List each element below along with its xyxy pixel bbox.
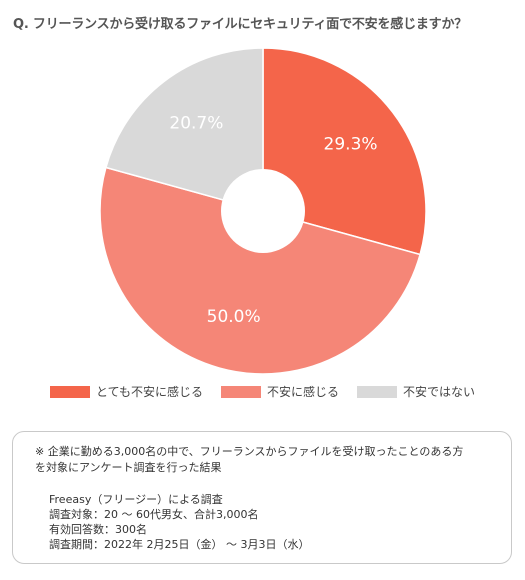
slice-very-anxious-value-label: 29.3%: [324, 134, 378, 154]
legend-swatch: [357, 385, 398, 398]
survey-valid-responses: 有効回答数：300名: [49, 523, 147, 536]
survey-note-box: ※ 企業に勤める3,000名の中で、フリーランスからファイルを受け取ったことのあ…: [12, 431, 512, 564]
survey-period: 調査期間：2022年 2月25日（金） 〜 3月3日（水）: [49, 538, 310, 551]
donut-hole: [221, 169, 305, 253]
legend-swatch: [49, 385, 90, 398]
chart-labels: 29.3% 50.0% 20.7%: [169, 113, 377, 327]
legend-swatch: [221, 385, 261, 398]
slice-anxious: [99, 166, 422, 375]
note-line-1: ※ 企業に勤める3,000名の中で、フリーランスからファイルを受け取ったことのあ…: [35, 445, 464, 458]
legend-item-not-anxious: 不安ではない: [357, 383, 475, 400]
legend-label: 不安ではない: [403, 385, 476, 399]
note-line-2: を対象にアンケート調査を行った結果: [35, 461, 222, 474]
slice-not-anxious: [104, 47, 264, 212]
slice-not-anxious-value-label: 20.7%: [169, 113, 223, 133]
legend-item-anxious: 不安に感じる: [221, 383, 339, 400]
survey-target: 調査対象：20 〜 60代男女、合計3,000名: [49, 508, 259, 521]
legend-label: 不安に感じる: [267, 385, 340, 399]
question-title: Q. フリーランスから受け取るファイルにセキュリティ面で不安を感じますか？: [13, 17, 468, 32]
legend-item-very-anxious: とても不安に感じる: [49, 383, 203, 400]
chart-legend: とても不安に感じる 不安に感じる 不安ではない: [0, 383, 525, 400]
survey-source: Freeasy（フリージー）による調査: [49, 493, 223, 506]
legend-label: とても不安に感じる: [95, 385, 203, 399]
slice-anxious-value-label: 50.0%: [207, 307, 261, 327]
donut-chart: 29.3% 50.0% 20.7%: [99, 47, 427, 375]
survey-details: Freeasy（フリージー）による調査 調査対象：20 〜 60代男女、合計3,…: [35, 492, 499, 552]
